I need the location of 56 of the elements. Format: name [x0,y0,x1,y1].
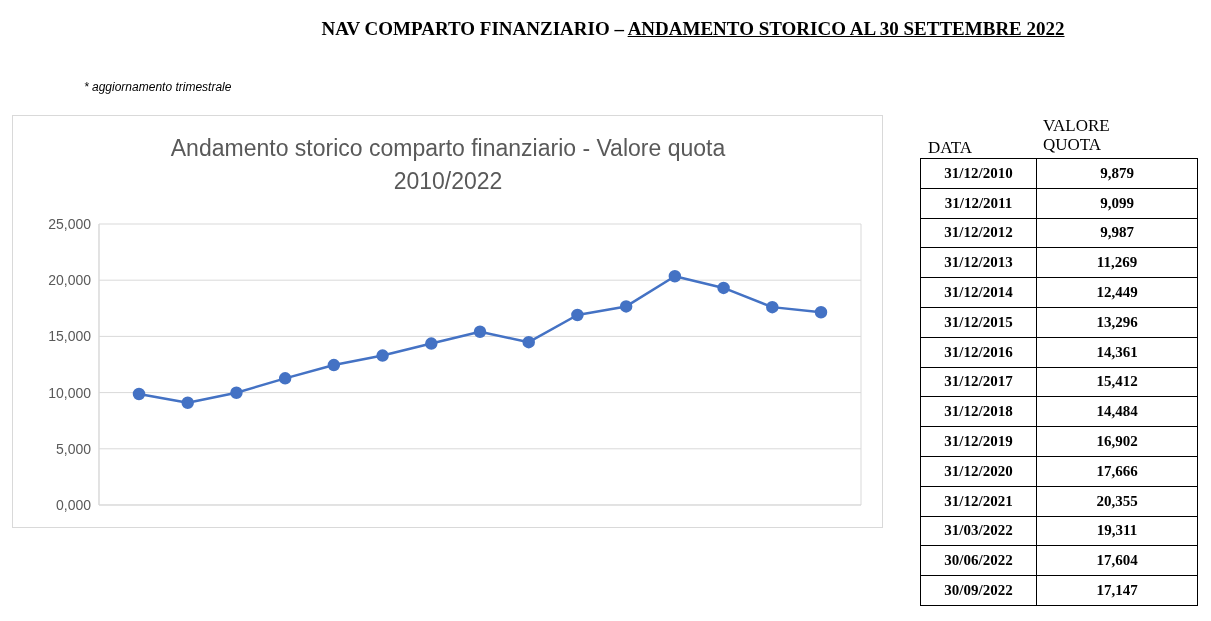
text: 9,879 [1036,158,1198,189]
text: 31/12/2014 [920,277,1037,308]
text: 31/12/2021 [920,486,1037,517]
text: 31/12/2013 [920,247,1037,278]
text: 31/12/2011 [920,188,1037,219]
text: 20,355 [1036,486,1198,517]
text: 19,311 [1036,516,1198,546]
text: 31/12/2017 [920,367,1037,397]
text: 31/12/2018 [920,396,1037,427]
text: 17,604 [1036,545,1198,576]
text: 31/12/2012 [920,218,1037,248]
text: 12,449 [1036,277,1198,308]
y-tick-label: 15,000 [48,328,92,345]
point [132,387,146,401]
text: 9,987 [1036,218,1198,248]
point [181,396,194,409]
text: 31/12/2020 [920,456,1037,487]
text: 17,147 [1036,575,1198,606]
text: 31/12/2015 [920,307,1037,338]
text: 31/03/2022 [920,516,1037,546]
point [814,306,828,319]
point [717,281,730,295]
point [522,335,535,349]
point [766,300,779,314]
text: 14,484 [1036,396,1198,427]
point [425,337,438,350]
y-tick-label: 20,000 [48,272,92,289]
text: DATA [928,138,972,157]
point [571,308,584,322]
text: 31/12/2019 [920,426,1037,457]
text: * aggiornamento trimestrale [84,80,232,94]
point [327,358,341,372]
y-tick-label: 0,000 [55,496,92,513]
point [230,386,243,399]
text: 16,902 [1036,426,1198,457]
text: 9,099 [1036,188,1198,219]
text: 13,296 [1036,307,1198,338]
point [473,325,487,339]
y-tick-label: 25,000 [48,215,92,232]
point [619,300,633,313]
y-tick-label: 10,000 [48,384,92,401]
text: 11,269 [1036,247,1198,278]
text: 30/09/2022 [920,575,1037,606]
text: 30/06/2022 [920,545,1037,576]
y-tick-label: 5,000 [55,440,92,457]
text: 31/12/2010 [920,158,1037,189]
chart-title: NAV COMPARTO FINANZIARIO – ANDAMENTO STORICO AL 30 SETTEMBRE 2022 [320,18,1066,40]
text: 15,412 [1036,367,1198,397]
text: 14,361 [1036,337,1198,368]
chart-subtitle: Andamento storico comparto finanziario - Valore quota 2010/2022 [169,134,727,196]
point [668,269,682,283]
point [278,372,292,385]
point [376,349,389,362]
text: 31/12/2016 [920,337,1037,368]
text: 17,666 [1036,456,1198,487]
text: VALORE QUOTA [1043,116,1111,154]
